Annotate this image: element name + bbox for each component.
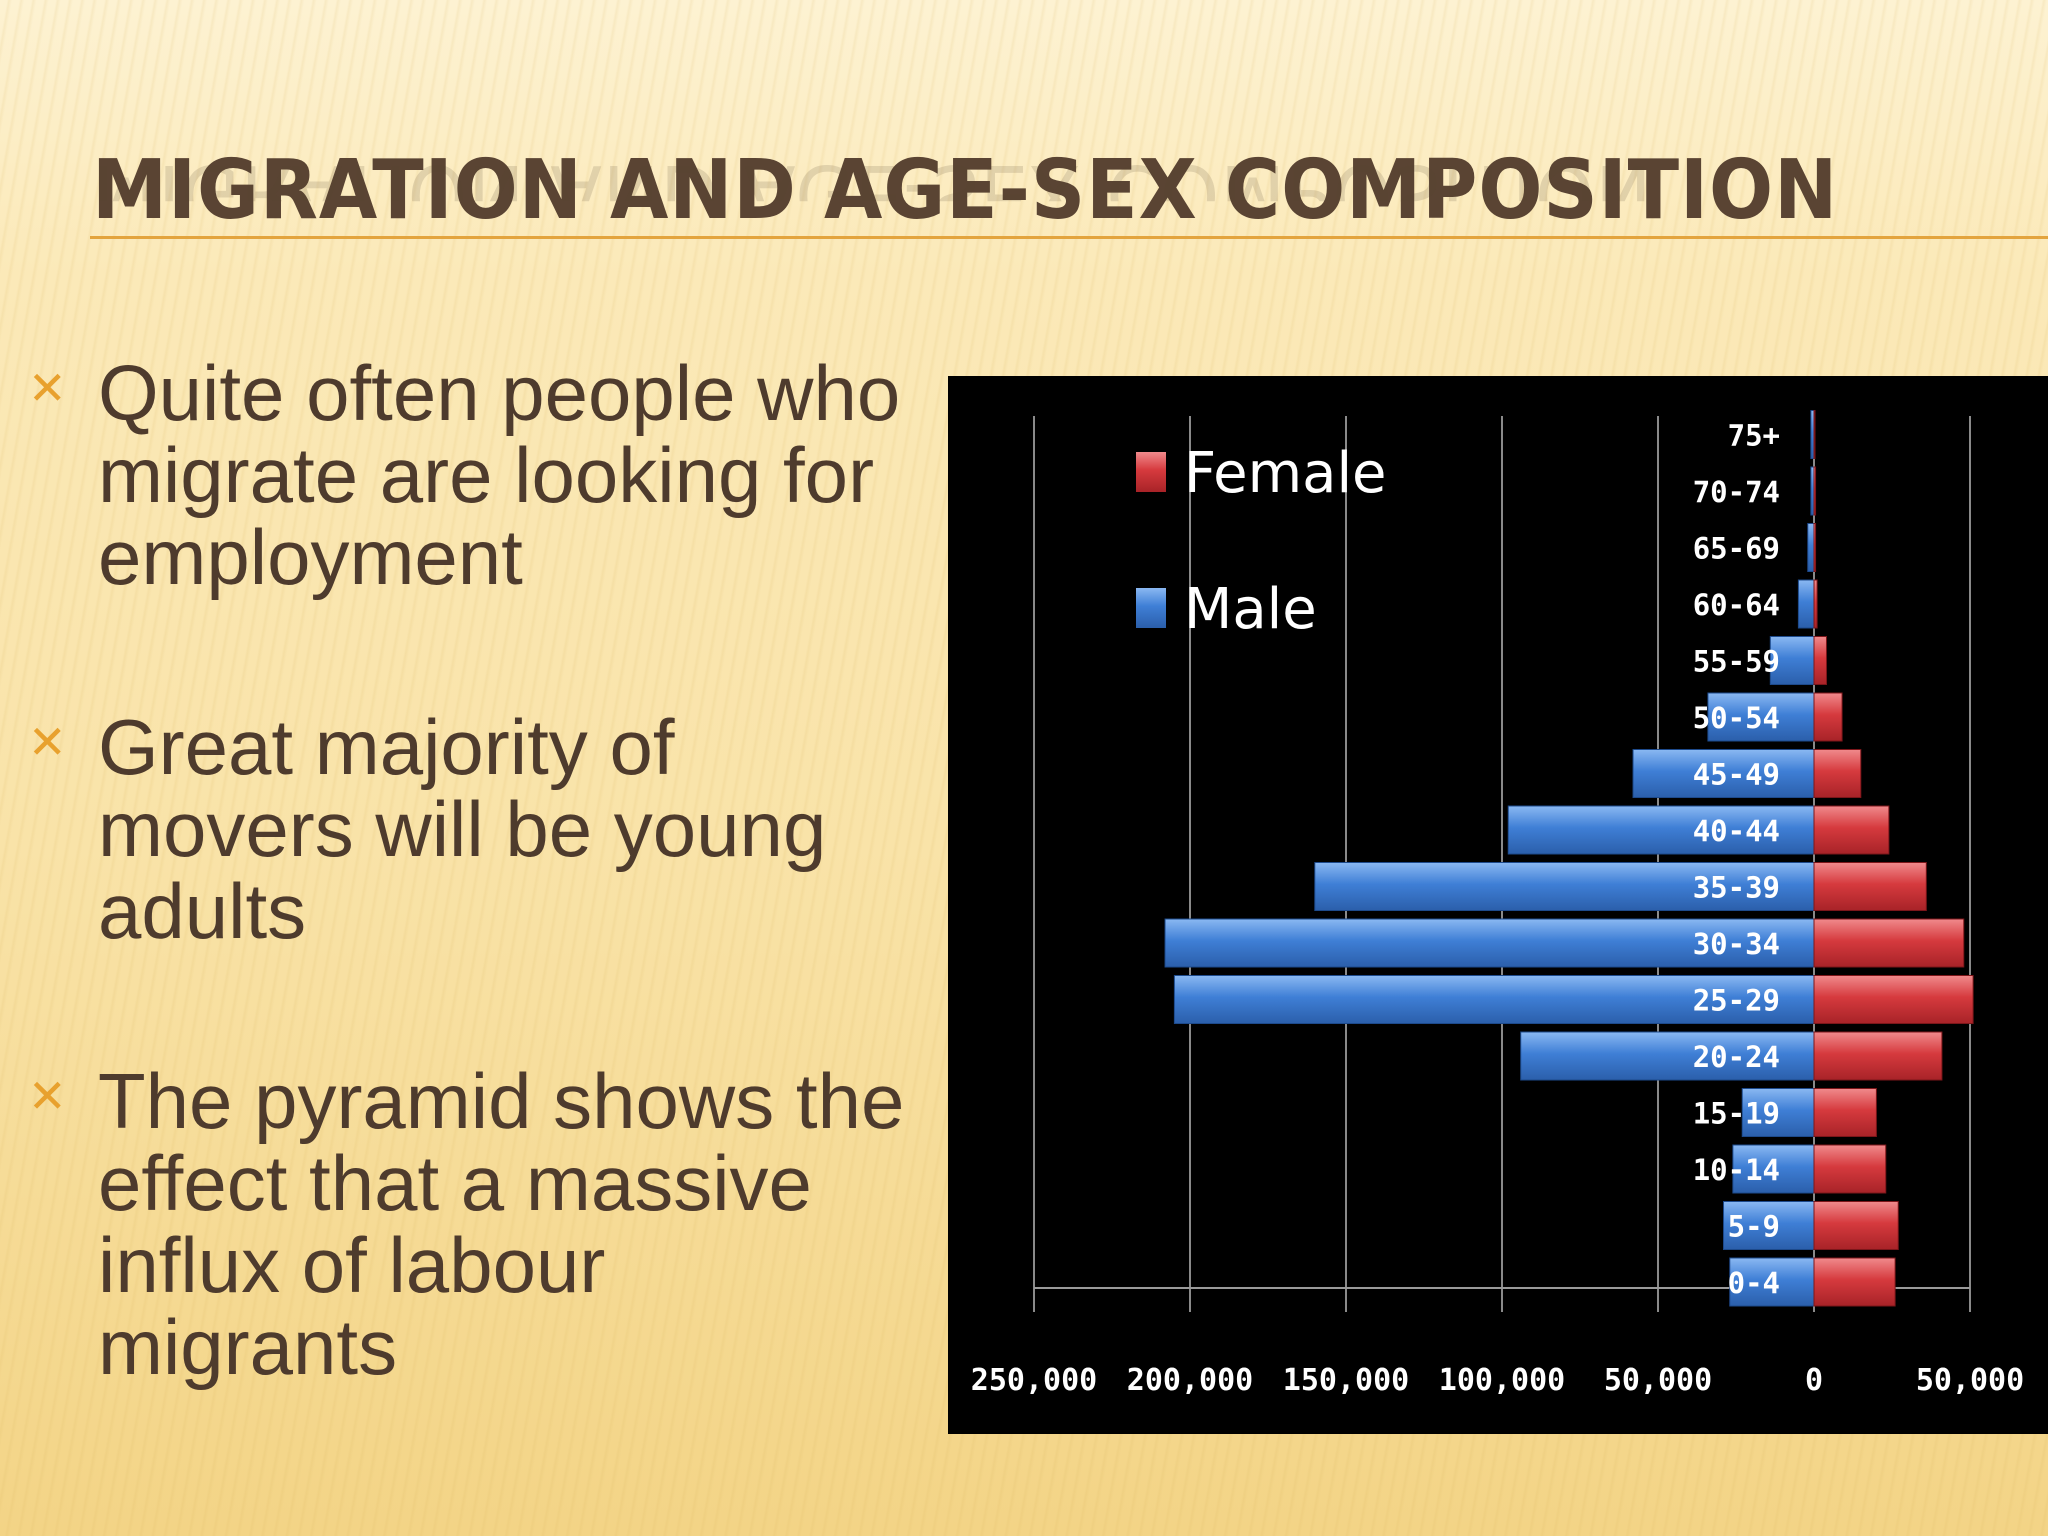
bar-female: [1813, 1201, 1899, 1250]
category-label: 25-29: [1693, 984, 1780, 1018]
bar-female: [1813, 862, 1927, 911]
bar-male: [1797, 579, 1815, 629]
bar-male: [1707, 692, 1815, 742]
bullet-text: Quite often people who migrate are looki…: [98, 349, 901, 601]
bullet-text: Great majority of movers will be young a…: [98, 703, 827, 955]
category-label: 15-19: [1693, 1097, 1780, 1131]
x-tick-label: 0: [1805, 1363, 1823, 1398]
category-label: 50-54: [1693, 701, 1780, 735]
bullet-item: ✕ The pyramid shows the effect that a ma…: [28, 1060, 908, 1388]
bar-male: [1769, 636, 1815, 685]
bar-female: [1813, 636, 1827, 685]
category-label: 0-4: [1728, 1266, 1780, 1300]
bar-female: [1813, 1088, 1877, 1137]
category-label: 55-59: [1693, 645, 1780, 679]
legend-label: Female: [1184, 441, 1386, 506]
bar-female: [1813, 749, 1862, 798]
bar-female: [1813, 410, 1816, 459]
title-block: MIGRATION AND AGE-SEX COMPOSITION MIGRAT…: [92, 150, 1990, 232]
category-label: 20-24: [1693, 1040, 1780, 1074]
cross-bullet-icon: ✕: [28, 715, 67, 769]
bar-male: [1507, 805, 1815, 855]
bar-female: [1813, 692, 1843, 742]
x-tick-label: 150,000: [1283, 1363, 1409, 1398]
category-label: 70-74: [1693, 475, 1780, 509]
category-label: 45-49: [1693, 758, 1780, 792]
slide-title: MIGRATION AND AGE-SEX COMPOSITION: [92, 143, 1839, 238]
legend-swatch: [1136, 452, 1166, 492]
bar-female: [1813, 1031, 1943, 1081]
bar-male: [1723, 1201, 1815, 1250]
bar-female: [1813, 466, 1817, 516]
bar-male: [1520, 1031, 1815, 1081]
bar-female: [1813, 1144, 1887, 1194]
bar-male: [1173, 975, 1815, 1024]
x-tick-label: 200,000: [1127, 1363, 1253, 1398]
bar-male: [1164, 918, 1815, 968]
x-tick-label: 50,000: [1916, 1363, 2024, 1398]
title-underline: [90, 236, 2048, 239]
bar-male: [1632, 749, 1815, 798]
bullet-text: The pyramid shows the effect that a mass…: [98, 1057, 905, 1391]
bar-female: [1813, 805, 1890, 855]
bar-male: [1729, 1257, 1815, 1307]
category-label: 35-39: [1693, 871, 1780, 905]
legend-label: Male: [1184, 577, 1317, 642]
bar-female: [1813, 975, 1974, 1024]
bar-female: [1813, 523, 1817, 572]
x-tick-label: 100,000: [1439, 1363, 1565, 1398]
category-label: 40-44: [1693, 814, 1780, 848]
bar-female: [1813, 1257, 1896, 1307]
x-tick-label: 250,000: [971, 1363, 1097, 1398]
legend-swatch: [1136, 588, 1166, 628]
bullet-item: ✕ Quite often people who migrate are loo…: [28, 352, 908, 598]
category-label: 75+: [1728, 419, 1780, 453]
bar-female: [1813, 918, 1965, 968]
cross-bullet-icon: ✕: [28, 1069, 67, 1123]
pyramid-svg: 0-4 5-9 10-14 15-19 20-24 25-29 30-34 35-39 40-4…: [971, 410, 2024, 1398]
category-label: 65-69: [1693, 532, 1780, 566]
category-label: 30-34: [1693, 927, 1780, 961]
bullet-list: ✕ Quite often people who migrate are loo…: [28, 352, 908, 1496]
bar-male: [1741, 1088, 1815, 1137]
bullet-item: ✕ Great majority of movers will be young…: [28, 706, 908, 952]
population-pyramid-chart: 0-4 5-9 10-14 15-19 20-24 25-29 30-34 35-39 40-4…: [948, 376, 2048, 1434]
category-label: 60-64: [1693, 588, 1780, 622]
bar-female: [1813, 579, 1818, 629]
category-label: 5-9: [1728, 1210, 1780, 1244]
cross-bullet-icon: ✕: [28, 361, 67, 415]
x-tick-label: 50,000: [1604, 1363, 1712, 1398]
bar-male: [1807, 523, 1815, 572]
category-label: 10-14: [1693, 1153, 1780, 1187]
